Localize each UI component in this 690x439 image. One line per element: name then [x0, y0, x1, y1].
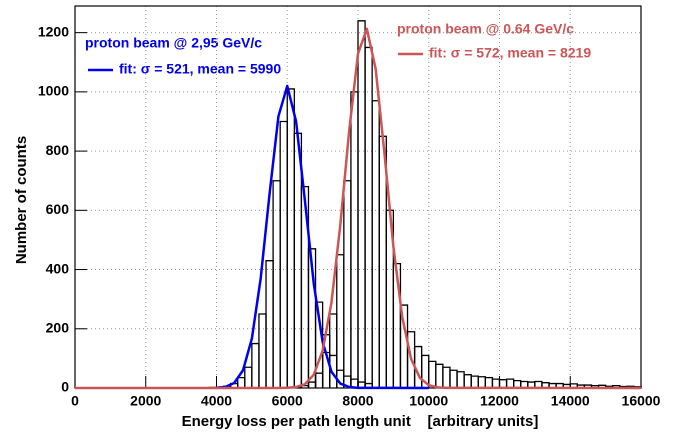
histogram-bin [251, 342, 260, 388]
histogram-bin [314, 372, 324, 388]
histogram-bin [463, 374, 472, 388]
histogram-bin [357, 20, 366, 388]
legend-title: proton beam @ 2,95 GeV/c [85, 35, 262, 51]
y-tick-label: 800 [46, 142, 70, 158]
fit-curve [74, 27, 642, 390]
x-tick-label: 8000 [342, 393, 373, 409]
x-tick-label: 10000 [409, 393, 448, 409]
histogram-bin [272, 180, 281, 388]
histogram-bin [265, 260, 274, 388]
histogram-bin [307, 381, 317, 388]
histogram-bin [364, 46, 373, 388]
histogram-bin [435, 363, 444, 388]
histogram-bin [484, 376, 494, 388]
histogram-bin [258, 313, 267, 388]
histogram-bin [470, 375, 479, 388]
legend-label: fit: σ = 521, mean = 5990 [119, 61, 281, 77]
histogram-bin [449, 369, 458, 388]
histogram-bin [237, 376, 246, 388]
histogram-bin [293, 132, 303, 388]
legend-title: proton beam @ 0.64 GeV/c [397, 21, 574, 37]
x-tick-label: 2000 [130, 393, 161, 409]
y-tick-label: 1000 [38, 83, 69, 99]
x-tick-label: 6000 [272, 393, 303, 409]
histogram-bin [336, 254, 345, 388]
histogram-bin [456, 371, 465, 388]
x-tick-label: 0 [71, 393, 79, 409]
x-tick-label: 4000 [201, 393, 232, 409]
histogram-bin [442, 366, 451, 388]
y-tick-label: 200 [46, 319, 70, 335]
y-axis-label: Number of counts [13, 136, 30, 264]
histogram-bin [505, 378, 515, 388]
histogram-bin [477, 376, 486, 388]
histogram-bin [343, 180, 352, 388]
legend-label: fit: σ = 572, mean = 8219 [429, 45, 591, 61]
x-tick-label: 16000 [622, 393, 661, 409]
x-axis-label: Energy loss per path length unit [arbitr… [182, 413, 539, 430]
histogram-bin [350, 91, 359, 388]
y-tick-label: 400 [46, 260, 70, 276]
x-tick-label: 12000 [480, 393, 519, 409]
histogram-bin [371, 100, 380, 388]
histogram-bin [286, 88, 295, 388]
histogram-bin [279, 120, 288, 388]
y-tick-label: 0 [61, 379, 69, 395]
y-tick-label: 1200 [38, 23, 69, 39]
histogram-bin [244, 366, 253, 388]
y-tick-label: 600 [46, 201, 70, 217]
x-tick-label: 14000 [551, 393, 590, 409]
histogram-bin [428, 360, 437, 388]
fit-curve [216, 84, 429, 390]
